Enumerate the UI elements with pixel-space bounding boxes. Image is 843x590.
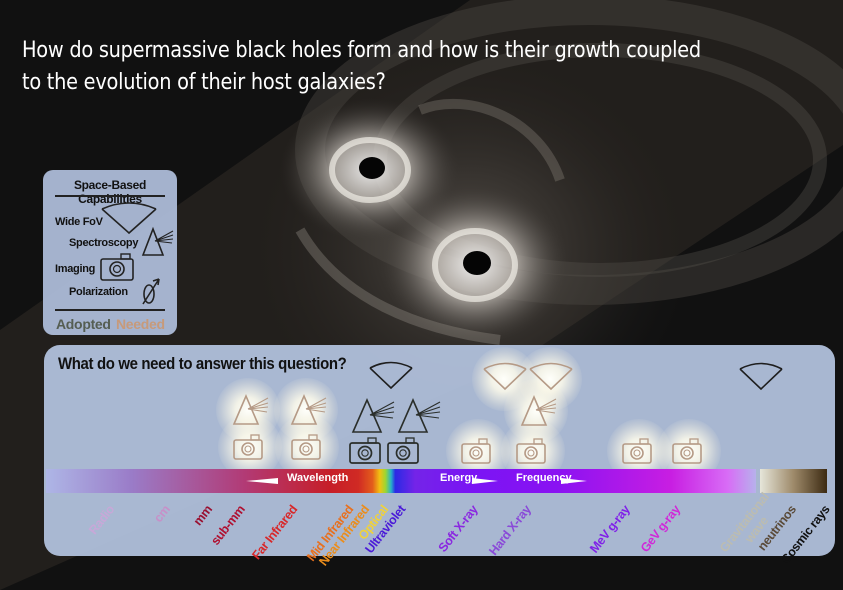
prism-needed-icon: [520, 394, 557, 426]
prism-needed-icon: [290, 393, 327, 425]
energy-label: Energy: [440, 472, 478, 484]
legend-adopted: Adopted: [56, 316, 111, 332]
legend-divider-bottom: [55, 309, 165, 311]
question-line-1: How do supermassive black holes form and…: [22, 37, 701, 63]
arrow-right-icon: [472, 478, 498, 484]
frequency-label: Frequency: [516, 472, 572, 484]
band-label-far-infrared: Far Infrared: [249, 502, 301, 563]
legend-title: Space-Based Capabilities: [73, 178, 147, 206]
wide-fov-adopted-icon: [739, 362, 783, 391]
prism-needed-icon: [232, 393, 269, 425]
arrow-left-icon: [246, 478, 278, 484]
camera-needed-icon: [672, 438, 702, 464]
wide-fov-adopted-icon: [369, 361, 413, 390]
camera-needed-icon: [516, 438, 546, 464]
question-line-2: to the evolution of their host galaxies?: [22, 69, 386, 95]
camera-icon: [100, 253, 134, 281]
needed-glow: [275, 415, 339, 479]
polarization-icon: [142, 278, 160, 305]
wide-fov-icon: [101, 202, 157, 235]
wide-fov-needed-icon: [483, 362, 527, 391]
band-label-mev-gamma: MeV g-ray: [586, 502, 633, 556]
wide-fov-needed-icon: [529, 362, 573, 391]
camera-adopted-icon: [387, 437, 419, 464]
camera-needed-icon: [622, 438, 652, 464]
band-label-gev-gamma: GeV g-ray: [637, 502, 683, 556]
camera-needed-icon: [461, 438, 491, 464]
wavelength-label: Wavelength: [287, 472, 349, 484]
legend-label-spectroscopy: Spectroscopy: [69, 237, 139, 249]
camera-adopted-icon: [349, 437, 381, 464]
capabilities-legend: Space-Based Capabilities Wide FoV Spectr…: [43, 170, 177, 335]
prism-adopted-icon: [351, 398, 395, 433]
camera-needed-icon: [291, 434, 321, 460]
band-label-mm: mm: [190, 502, 215, 529]
arrow-right-icon: [561, 478, 587, 484]
legend-divider: [55, 195, 165, 197]
requirements-panel: What do we need to answer this question?: [44, 345, 835, 569]
legend-label-polarization: Polarization: [69, 286, 128, 298]
panel-title: What do we need to answer this question?: [58, 354, 347, 373]
band-label-sub-mm: sub-mm: [208, 502, 248, 548]
band-label-hard-x-ray: Hard X-ray: [486, 502, 534, 558]
band-label-soft-x-ray: Soft X-ray: [435, 502, 481, 555]
prism-icon: [141, 226, 174, 256]
legend-label-imaging: Imaging: [55, 263, 96, 275]
band-label-cm: cm: [150, 502, 173, 525]
multimessenger-bar: [760, 469, 827, 493]
camera-needed-icon: [233, 434, 263, 460]
legend-label-wide-fov: Wide FoV: [55, 216, 103, 228]
electromagnetic-spectrum-bar: [46, 469, 756, 493]
question-title: How do supermassive black holes form and…: [22, 34, 701, 98]
band-label-radio: Radio: [86, 502, 118, 538]
legend-needed: Needed: [116, 316, 165, 332]
prism-adopted-icon: [397, 398, 441, 433]
